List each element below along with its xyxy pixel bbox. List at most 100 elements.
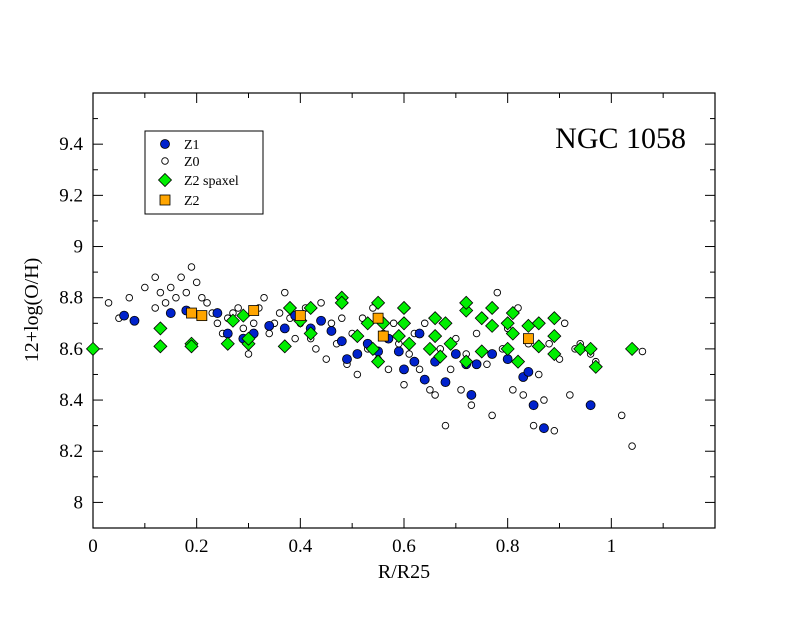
- point-z1: [487, 349, 498, 359]
- point-z2-spaxel: [396, 316, 412, 331]
- point-z0: [249, 319, 258, 328]
- point-z0: [275, 309, 284, 317]
- point-z2: [186, 307, 197, 319]
- point-z0: [431, 391, 439, 399]
- point-z0: [166, 283, 175, 292]
- point-z1: [414, 328, 425, 339]
- point-z2-spaxel: [433, 349, 448, 364]
- point-z2: [523, 333, 534, 345]
- point-z1: [585, 400, 596, 411]
- y-tick-label: 9.4: [59, 134, 83, 155]
- x-tick-label: 1: [607, 536, 617, 557]
- point-z1: [523, 367, 534, 377]
- point-z0: [628, 442, 636, 450]
- point-z2-spaxel: [588, 359, 603, 374]
- point-z0: [483, 360, 491, 368]
- point-z0: [389, 319, 398, 328]
- point-z1: [222, 328, 233, 339]
- point-z0: [317, 299, 325, 307]
- point-z1: [352, 349, 363, 359]
- point-z0: [322, 355, 331, 363]
- point-z2-spaxel: [153, 321, 168, 336]
- point-z2-spaxel: [350, 329, 365, 344]
- point-z0: [187, 263, 196, 271]
- point-z0: [260, 293, 268, 302]
- legend: Z1 Z0 Z2 spaxel Z2: [144, 130, 264, 215]
- point-z0: [420, 319, 429, 328]
- x-tick-label: 0: [88, 536, 98, 557]
- point-z0: [182, 288, 191, 297]
- point-z1: [393, 346, 404, 357]
- point-z1: [450, 349, 461, 359]
- legend-label-z0: Z0: [184, 155, 200, 170]
- point-z0: [519, 391, 527, 399]
- point-z0: [198, 293, 206, 302]
- point-z2-spaxel: [360, 316, 375, 331]
- legend-marker-z2-spaxel: [157, 172, 173, 188]
- point-z0: [545, 340, 553, 348]
- point-z2: [196, 310, 208, 322]
- data-points: [85, 263, 647, 450]
- point-z2: [294, 310, 306, 322]
- point-z2-spaxel: [422, 341, 437, 356]
- point-z2-spaxel: [371, 354, 386, 369]
- point-z0: [540, 396, 548, 404]
- point-z1: [279, 323, 290, 334]
- y-tick-label: 9.2: [59, 185, 83, 206]
- point-z0: [156, 288, 165, 297]
- point-z2-spaxel: [583, 341, 598, 356]
- point-z2-spaxel: [531, 316, 546, 331]
- point-z2-spaxel: [402, 336, 417, 351]
- point-z0: [104, 299, 113, 307]
- point-z2: [372, 312, 384, 324]
- point-z0: [384, 365, 393, 374]
- point-z2-spaxel: [500, 341, 515, 356]
- point-z2-spaxel: [391, 329, 406, 344]
- point-z0: [550, 427, 559, 435]
- x-tick-label: 0.6: [392, 536, 416, 557]
- point-z2-spaxel: [428, 329, 443, 344]
- point-z0: [177, 273, 185, 281]
- point-z0: [405, 350, 413, 358]
- point-z1: [399, 364, 409, 375]
- point-z0: [353, 370, 362, 379]
- point-z2-spaxel: [547, 311, 562, 326]
- point-z0: [560, 319, 569, 328]
- point-z2-spaxel: [547, 329, 562, 344]
- point-z2-spaxel: [443, 336, 458, 351]
- point-z0: [426, 386, 434, 394]
- point-z0: [493, 288, 502, 297]
- point-z0: [566, 391, 574, 399]
- legend-marker-z2: [159, 194, 171, 206]
- point-z2-spaxel: [438, 316, 453, 331]
- point-z0: [161, 299, 170, 307]
- point-z1: [502, 354, 513, 365]
- point-z2-spaxel: [396, 300, 412, 316]
- point-z0: [446, 365, 455, 374]
- chart-title: NGC 1058: [555, 122, 686, 155]
- y-tick-label: 8: [74, 492, 84, 513]
- point-z2-spaxel: [282, 300, 298, 316]
- point-z1: [342, 354, 352, 365]
- point-z0: [192, 278, 201, 287]
- point-z2-spaxel: [236, 308, 251, 323]
- x-tick-labels: 0 0.2 0.4 0.6 0.8 1: [88, 536, 616, 557]
- point-z0: [509, 386, 517, 394]
- point-z0: [141, 283, 149, 292]
- point-z0: [172, 293, 180, 302]
- point-z1: [419, 374, 430, 385]
- legend-markers: [157, 139, 173, 206]
- point-z0: [327, 319, 336, 328]
- x-tick-label: 0.2: [185, 536, 209, 557]
- legend-label-z2: Z2: [184, 194, 200, 209]
- y-tick-labels: 8 8.2 8.4 8.6 8.8 9 9.2 9.4: [59, 134, 83, 513]
- legend-marker-z1: [160, 139, 170, 149]
- point-z0: [234, 304, 242, 312]
- point-z2-spaxel: [220, 336, 235, 351]
- point-z2-spaxel: [371, 295, 386, 310]
- point-z0: [472, 329, 481, 338]
- point-z2-spaxel: [334, 295, 349, 310]
- x-tick-label: 0.8: [496, 536, 520, 557]
- point-z0: [529, 421, 538, 430]
- point-z0: [125, 293, 134, 302]
